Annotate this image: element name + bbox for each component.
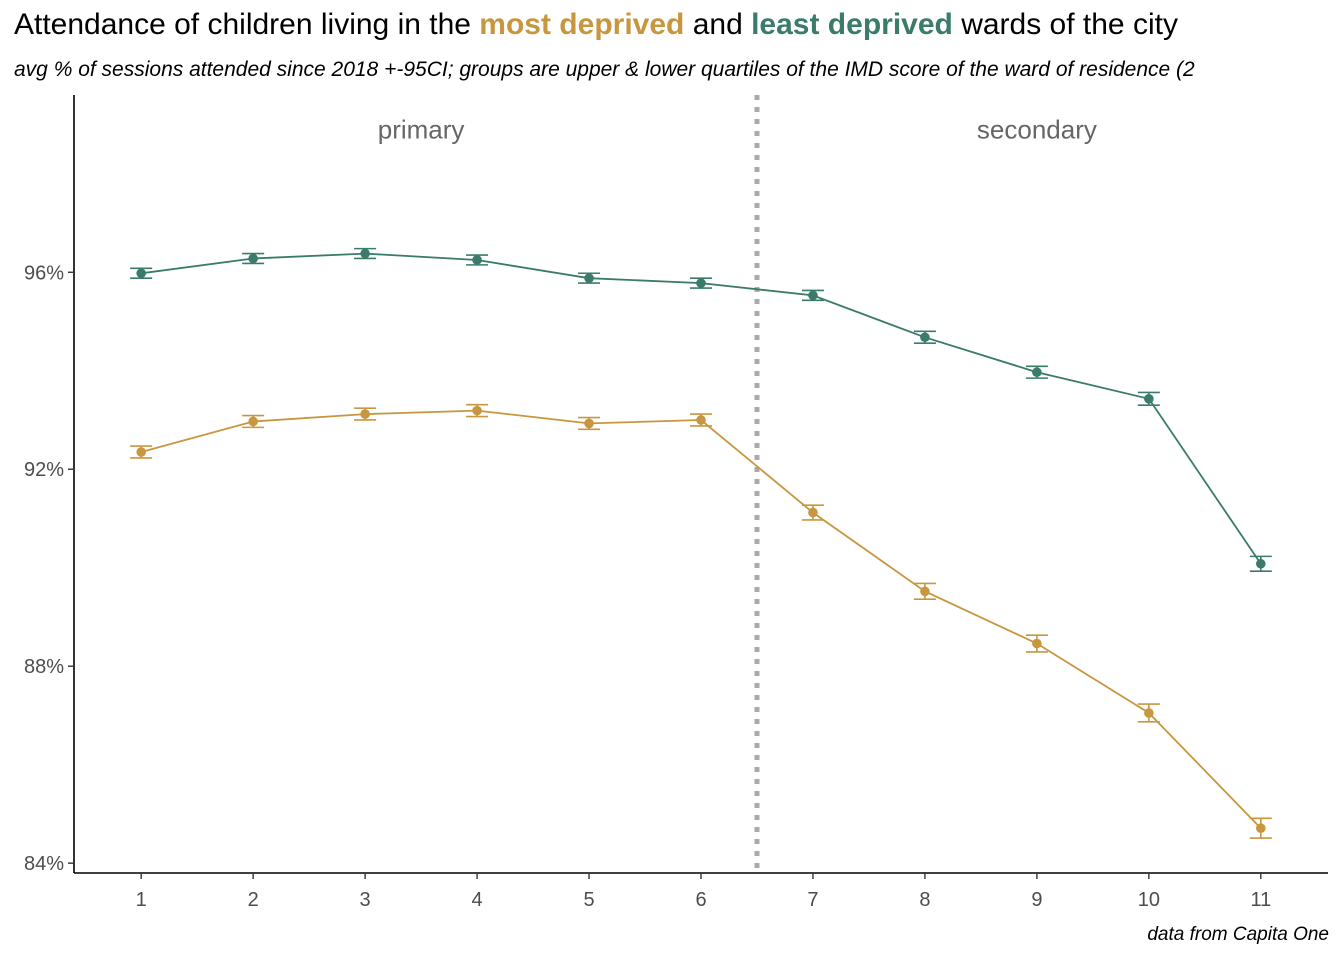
x-tick-label: 4 <box>472 889 483 911</box>
y-tick-label: 84% <box>24 853 64 875</box>
x-tick-label: 8 <box>919 889 930 911</box>
data-point-most-deprived <box>1256 823 1266 833</box>
x-tick-label: 6 <box>695 889 706 911</box>
data-point-least-deprived <box>136 268 146 279</box>
data-point-most-deprived <box>360 409 370 419</box>
chart-title: Attendance of children living in the mos… <box>14 8 1178 42</box>
data-point-least-deprived <box>808 290 818 301</box>
data-point-least-deprived <box>1032 367 1042 378</box>
x-tick-label: 9 <box>1031 889 1042 911</box>
data-point-least-deprived <box>1144 394 1154 404</box>
data-point-most-deprived <box>808 507 818 518</box>
y-tick-label: 96% <box>24 262 64 284</box>
x-tick-label: 3 <box>360 889 371 911</box>
title-least-deprived: least deprived <box>751 8 953 41</box>
y-tick-label: 92% <box>24 459 64 481</box>
data-point-most-deprived <box>1144 708 1154 718</box>
data-point-least-deprived <box>696 278 706 288</box>
title-part-3: wards of the city <box>952 8 1178 41</box>
x-tick-label: 5 <box>583 889 594 911</box>
data-point-most-deprived <box>472 405 482 416</box>
title-most-deprived: most deprived <box>479 8 685 41</box>
data-point-least-deprived <box>472 255 482 265</box>
data-point-least-deprived <box>360 248 370 259</box>
data-point-least-deprived <box>1256 558 1266 569</box>
phase-label-secondary: secondary <box>977 114 1097 144</box>
x-tick-label: 11 <box>1250 889 1271 911</box>
data-point-least-deprived <box>584 273 594 283</box>
data-point-most-deprived <box>248 416 258 427</box>
series-line-most-deprived <box>140 409 1262 829</box>
chart-subtitle: avg % of sessions attended since 2018 +-… <box>14 58 1195 81</box>
y-tick-label: 88% <box>24 656 64 678</box>
title-part-1: Attendance of children living in the <box>14 8 480 41</box>
phase-label-primary: primary <box>378 114 465 144</box>
data-point-most-deprived <box>696 415 706 425</box>
series-line-least-deprived <box>141 252 1262 565</box>
data-point-most-deprived <box>920 586 930 597</box>
x-tick-label: 7 <box>807 889 818 911</box>
x-tick-label: 10 <box>1138 889 1160 911</box>
data-point-least-deprived <box>920 332 930 343</box>
chart-caption: data from Capita One <box>1147 924 1329 945</box>
x-tick-label: 1 <box>136 889 147 911</box>
data-point-most-deprived <box>584 418 594 429</box>
data-point-least-deprived <box>248 253 258 264</box>
x-tick-label: 2 <box>248 889 259 911</box>
title-part-2: and <box>684 8 752 41</box>
data-point-most-deprived <box>1032 638 1042 649</box>
data-point-most-deprived <box>136 447 146 457</box>
